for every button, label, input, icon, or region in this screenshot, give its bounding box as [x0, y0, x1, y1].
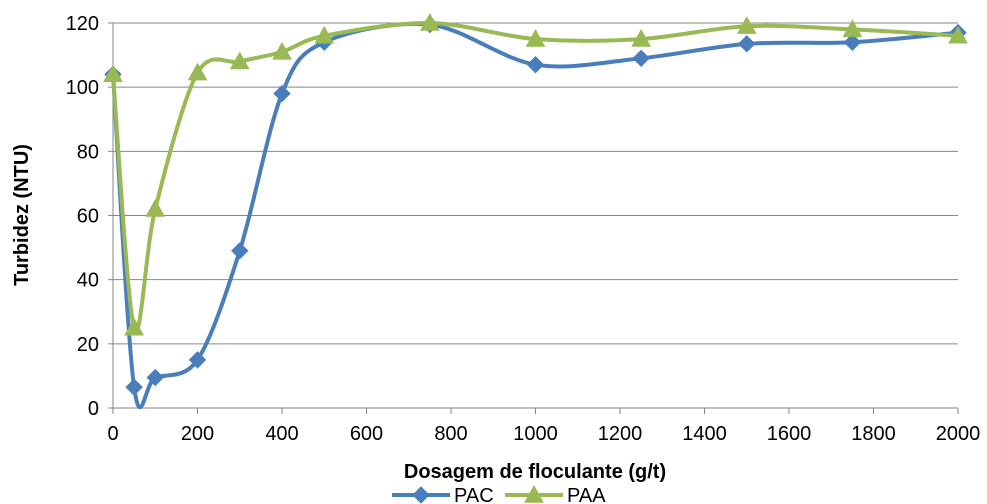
- data-point-paa: [272, 41, 292, 60]
- x-tick-label: 1000: [513, 423, 558, 445]
- x-tick-label: 1400: [682, 423, 727, 445]
- data-point-paa: [736, 16, 757, 34]
- axes: [108, 22, 959, 414]
- data-point-paa: [124, 317, 144, 336]
- data-point-pac: [526, 56, 545, 74]
- y-tick-label: 120: [66, 13, 99, 35]
- legend-label: PAA: [567, 485, 606, 504]
- y-tick-label: 60: [77, 206, 99, 228]
- legend-item-pac: PAC: [392, 485, 494, 504]
- x-tick-label: 1200: [598, 423, 643, 445]
- legend-label: PAC: [454, 485, 494, 504]
- y-axis-title: Turbidez (NTU): [11, 144, 33, 286]
- legend-swatch-marker: [524, 484, 544, 503]
- x-tick-label: 0: [107, 423, 118, 445]
- data-point-pac: [843, 33, 862, 51]
- data-point-pac: [632, 49, 650, 67]
- x-tick-label: 800: [434, 423, 467, 445]
- data-point-paa: [314, 25, 335, 44]
- legend-swatch-marker: [412, 486, 430, 504]
- legend: PAC PAA: [392, 484, 606, 504]
- data-point-paa: [842, 19, 863, 38]
- data-point-pac: [738, 35, 756, 53]
- data-point-pac: [231, 242, 249, 260]
- y-tick-label: 0: [88, 398, 99, 420]
- x-tick-label: 1800: [851, 423, 896, 445]
- data-point-paa: [103, 64, 123, 83]
- series-paa: [103, 12, 968, 336]
- data-point-pac: [273, 84, 291, 103]
- legend-item-paa: PAA: [505, 484, 606, 504]
- x-axis-title: Dosagem de floculante (g/t): [404, 461, 666, 483]
- y-tick-label: 20: [77, 334, 99, 356]
- x-tick-label: 2000: [936, 423, 981, 445]
- data-point-pac: [125, 378, 143, 396]
- data-point-paa: [631, 29, 651, 47]
- series-layer: [103, 12, 968, 410]
- x-tick-label: 600: [350, 423, 383, 445]
- y-tick-label: 80: [77, 141, 99, 163]
- y-tick-label: 100: [66, 77, 99, 99]
- y-tick-label: 40: [77, 270, 99, 292]
- data-point-paa: [187, 62, 208, 81]
- data-point-paa: [145, 199, 166, 217]
- data-point-pac: [146, 368, 164, 387]
- series-pac: [104, 15, 967, 410]
- x-tick-label: 1600: [767, 423, 812, 445]
- x-tick-label: 200: [181, 423, 214, 445]
- data-point-paa: [948, 25, 968, 44]
- data-point-pac: [188, 351, 207, 369]
- data-point-paa: [420, 12, 440, 31]
- data-point-paa: [229, 51, 250, 70]
- gridlines: [113, 22, 958, 345]
- x-tick-label: 400: [265, 423, 298, 445]
- data-point-paa: [525, 29, 546, 47]
